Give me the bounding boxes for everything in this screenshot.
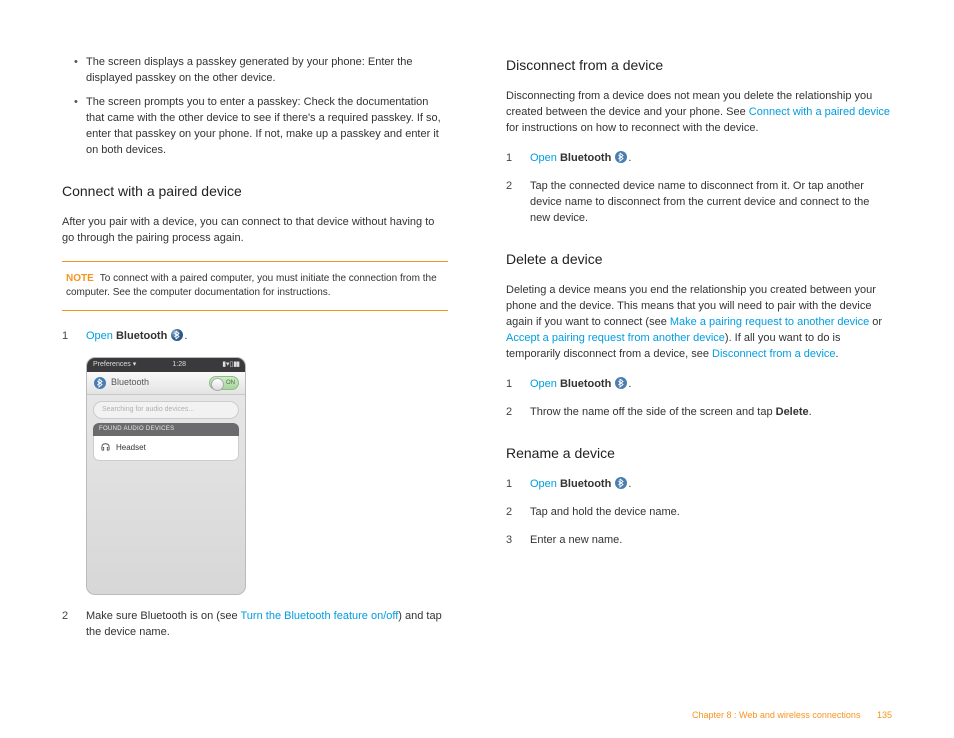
step-text: Enter a new name. <box>530 533 892 549</box>
page-number: 135 <box>877 710 892 720</box>
step-text: Throw the name off the side of the scree… <box>530 405 892 421</box>
delete-steps: 1 Open Bluetooth . 2 Throw the name off … <box>506 377 892 421</box>
step-text: Open Bluetooth . <box>530 377 892 393</box>
bluetooth-icon <box>615 151 627 163</box>
heading-rename: Rename a device <box>506 443 892 463</box>
disconnect-steps: 1 Open Bluetooth . 2 Tap the connected d… <box>506 151 892 227</box>
step-text: Tap the connected device name to disconn… <box>530 179 892 227</box>
step-number: 3 <box>506 533 530 549</box>
open-link[interactable]: Open <box>530 478 557 490</box>
device-name: Headset <box>116 442 146 454</box>
open-link[interactable]: Open <box>530 152 557 164</box>
link-accept-pairing[interactable]: Accept a pairing request from another de… <box>506 332 725 344</box>
bluetooth-word: Bluetooth <box>560 478 611 490</box>
step-number: 2 <box>506 405 530 421</box>
step-number: 1 <box>62 329 86 345</box>
step-number: 2 <box>506 179 530 227</box>
open-link[interactable]: Open <box>530 378 557 390</box>
device-group-label: FOUND AUDIO DEVICES <box>93 423 239 436</box>
heading-disconnect: Disconnect from a device <box>506 55 892 75</box>
connect-steps: 1 Open Bluetooth . <box>62 329 448 345</box>
step-text: Tap and hold the device name. <box>530 505 892 521</box>
note-label: NOTE <box>66 273 94 284</box>
step-text: Open Bluetooth . <box>86 329 448 345</box>
header-label: Bluetooth <box>111 376 149 389</box>
heading-connect-paired: Connect with a paired device <box>62 181 448 201</box>
bluetooth-icon <box>171 329 183 341</box>
step-text: Open Bluetooth . <box>530 151 892 167</box>
status-app-name: Preferences ▾ <box>93 360 136 370</box>
note-box: NOTETo connect with a paired computer, y… <box>62 261 448 311</box>
bluetooth-word: Bluetooth <box>560 378 611 390</box>
link-turn-bt-onoff[interactable]: Turn the Bluetooth feature on/off <box>241 610 399 622</box>
step-number: 2 <box>506 505 530 521</box>
connect-steps-2: 2 Make sure Bluetooth is on (see Turn th… <box>62 609 448 641</box>
passkey-bullets: The screen displays a passkey generated … <box>62 55 448 159</box>
step-number: 1 <box>506 477 530 493</box>
bluetooth-icon <box>94 377 106 389</box>
bluetooth-icon <box>615 477 627 489</box>
rename-steps: 1 Open Bluetooth . 2 Tap and hold the de… <box>506 477 892 549</box>
link-connect-paired[interactable]: Connect with a paired device <box>749 106 890 118</box>
paragraph: After you pair with a device, you can co… <box>62 215 448 247</box>
bullet-item: The screen displays a passkey generated … <box>86 55 448 87</box>
link-make-pairing[interactable]: Make a pairing request to another device <box>670 316 869 328</box>
step-number: 2 <box>62 609 86 641</box>
phone-screenshot: Preferences ▾ 1:28 ▮ ▾ ▯ ▮▮ Bluetooth ON… <box>86 357 246 595</box>
phone-search-field[interactable]: Searching for audio devices... <box>93 401 239 419</box>
left-column: The screen displays a passkey generated … <box>62 55 448 653</box>
step-number: 1 <box>506 377 530 393</box>
link-disconnect[interactable]: Disconnect from a device <box>712 348 836 360</box>
chapter-label: Chapter 8 : Web and wireless connections <box>692 710 860 720</box>
step-tail: . <box>184 330 187 342</box>
open-link[interactable]: Open <box>86 330 113 342</box>
heading-delete: Delete a device <box>506 249 892 269</box>
note-body: To connect with a paired computer, you m… <box>66 273 437 298</box>
phone-header: Bluetooth ON <box>87 372 245 395</box>
bluetooth-toggle[interactable]: ON <box>209 376 239 390</box>
paragraph: Deleting a device means you end the rela… <box>506 283 892 363</box>
step-text: Open Bluetooth . <box>530 477 892 493</box>
right-column: Disconnect from a device Disconnecting f… <box>506 55 892 653</box>
page-footer: Chapter 8 : Web and wireless connections… <box>692 710 892 720</box>
bluetooth-icon <box>615 377 627 389</box>
paragraph: Disconnecting from a device does not mea… <box>506 89 892 137</box>
step-text: Make sure Bluetooth is on (see Turn the … <box>86 609 448 641</box>
bluetooth-word: Bluetooth <box>560 152 611 164</box>
device-list-item[interactable]: Headset <box>93 436 239 462</box>
status-time: 1:28 <box>172 360 186 370</box>
bluetooth-word: Bluetooth <box>116 330 167 342</box>
bullet-item: The screen prompts you to enter a passke… <box>86 95 448 159</box>
headset-icon <box>100 441 111 456</box>
signal-icon: ▮ ▾ ▯ ▮▮ <box>222 360 239 370</box>
step-number: 1 <box>506 151 530 167</box>
phone-status-bar: Preferences ▾ 1:28 ▮ ▾ ▯ ▮▮ <box>87 358 245 372</box>
